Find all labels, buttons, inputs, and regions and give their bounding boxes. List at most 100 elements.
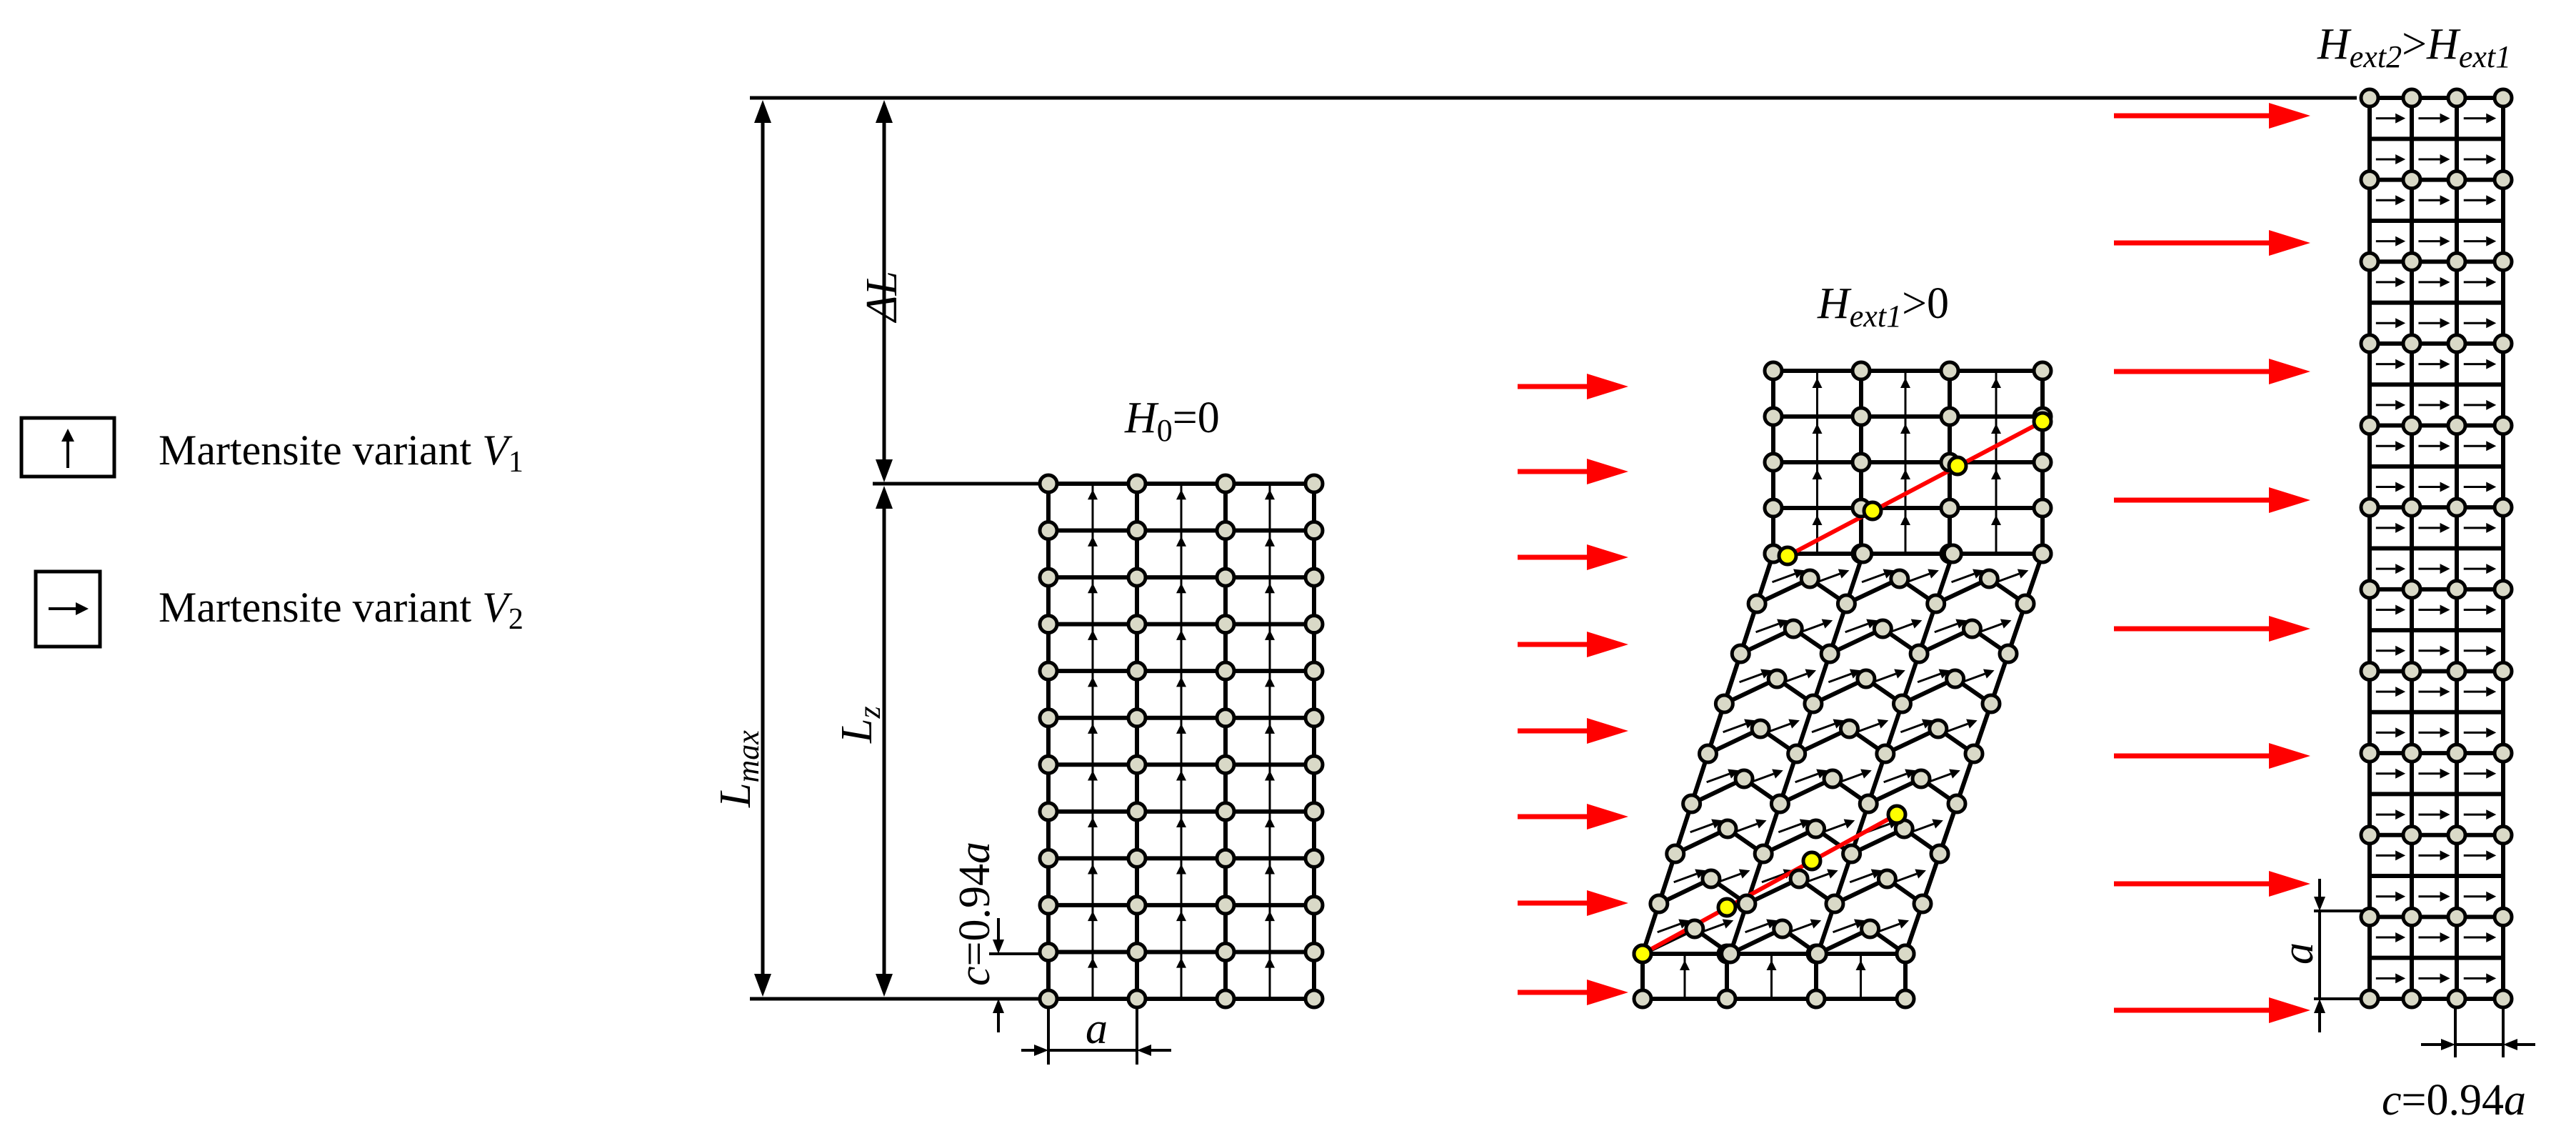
field-arrow-icon: [2114, 103, 2310, 129]
cell-arrow-icon: [1176, 864, 1186, 900]
lattice-node: [2492, 169, 2514, 191]
lattice-node: [2359, 742, 2380, 764]
cell-arrow-icon: [2463, 850, 2497, 861]
cell-arrow-icon: [1906, 569, 1939, 584]
twin-node: [1886, 804, 1908, 825]
cell-arrow-icon: [2418, 973, 2450, 984]
lattice-node: [1038, 660, 1059, 682]
lattice-node: [1939, 406, 1960, 427]
cell-arrow-icon: [2463, 482, 2497, 492]
cell-arrow-icon: [2463, 154, 2497, 164]
cell-arrow-icon: [1822, 819, 1855, 834]
lattice-node: [1038, 847, 1059, 869]
lattice-node: [2446, 579, 2467, 600]
cell-arrow-icon: [2463, 399, 2497, 410]
lattice-node: [1763, 406, 1784, 427]
cell-arrow-icon: [2463, 276, 2497, 287]
cell-arrow-icon: [2418, 604, 2450, 615]
lattice-node: [1716, 988, 1738, 1010]
twin-node: [1716, 897, 1738, 918]
cell-arrow-icon: [1845, 619, 1878, 634]
cell-arrow-icon: [2463, 645, 2497, 656]
dimension-a-left: a: [1021, 1005, 1171, 1065]
cell-arrow-icon: [1717, 869, 1750, 884]
cell-arrow-icon: [2463, 318, 2497, 329]
cell-arrow-icon: [2418, 276, 2450, 287]
lattice-node: [2446, 660, 2467, 682]
cell-arrow-icon: [2463, 809, 2497, 820]
cell-arrow-icon: [2375, 113, 2406, 124]
legend-label-v2: Martensite variant V2: [159, 584, 523, 636]
lattice-node: [1215, 988, 1236, 1010]
lattice-node: [1819, 643, 1840, 664]
lattice-node: [1753, 843, 1774, 865]
cell-arrow-icon: [2375, 932, 2406, 943]
cell-arrow-icon: [2375, 236, 2406, 246]
lattice-node: [1939, 497, 1960, 519]
cell-arrow-icon: [1832, 919, 1865, 934]
lattice-node: [1684, 918, 1705, 940]
cell-arrow-icon: [1917, 669, 1950, 684]
cell-arrow-icon: [1928, 769, 1960, 784]
lattice-node: [1908, 643, 1930, 664]
c-right-label: c=0.94a: [2382, 1076, 2526, 1125]
lattice-hext2: [2359, 87, 2514, 1010]
cell-arrow-icon: [2375, 768, 2406, 779]
cell-arrow-icon: [2375, 973, 2406, 984]
lattice-node: [2359, 497, 2380, 518]
cell-arrow-icon: [1265, 536, 1275, 572]
lattice-node: [1038, 895, 1059, 916]
cell-arrow-icon: [1265, 770, 1275, 806]
a-right-label: a: [2274, 942, 2322, 965]
lattice-node: [1928, 718, 1949, 739]
twin-boundary-upper: [1785, 419, 2045, 558]
cell-arrow-icon: [1900, 469, 1910, 501]
cell-arrow-icon: [1961, 669, 1995, 684]
lattice-node: [1929, 843, 1950, 865]
lattice-node: [1126, 660, 1148, 682]
cell-arrow-icon: [1812, 469, 1823, 501]
cell-arrow-icon: [1778, 819, 1811, 834]
lattice-node: [1942, 543, 1963, 564]
cell-arrow-icon: [1945, 719, 1978, 734]
cell-arrow-icon: [1739, 669, 1772, 684]
cell-arrow-icon: [2375, 645, 2406, 656]
cell-arrow-icon: [1991, 469, 2001, 501]
lattice-node: [1763, 360, 1784, 382]
lattice-node: [1648, 893, 1670, 915]
cell-arrow-icon: [2463, 441, 2497, 452]
cell-arrow-icon: [2463, 236, 2497, 246]
cell-arrow-icon: [1723, 719, 1755, 734]
lattice-node: [1998, 643, 2019, 664]
lattice-node: [1215, 801, 1236, 822]
cell-arrow-icon: [2375, 809, 2406, 820]
cell-arrow-icon: [1265, 723, 1275, 759]
lattice-node: [1945, 668, 1966, 689]
field-arrow-icon: [2114, 997, 2310, 1023]
lattice-node: [1824, 893, 1845, 915]
lattice-h0: [1038, 473, 1325, 1010]
lattice-node: [1303, 614, 1325, 635]
cell-arrow-icon: [1839, 769, 1872, 784]
cell-arrow-icon: [1805, 869, 1838, 884]
lattice-node: [2492, 660, 2514, 682]
lattice-node: [2446, 169, 2467, 191]
field-arrow-icon: [1518, 544, 1628, 570]
dimension-a-right: a: [2274, 879, 2364, 1032]
cell-arrow-icon: [2375, 318, 2406, 329]
cell-arrow-icon: [1680, 960, 1690, 992]
lattice-node: [1850, 452, 1872, 473]
field-arrow-icon: [2114, 359, 2310, 384]
lattice-node: [1807, 943, 1828, 965]
cell-arrow-icon: [2375, 276, 2406, 287]
field-arrow-icon: [1518, 718, 1628, 744]
cell-arrow-icon: [1788, 919, 1822, 934]
lattice-node: [1841, 843, 1863, 865]
lattice-node: [2401, 988, 2422, 1010]
lattice-node: [2446, 251, 2467, 272]
field-arrow-icon: [1518, 632, 1628, 657]
lattice-node: [2446, 742, 2467, 764]
lattice-node: [1303, 941, 1325, 962]
lattice-node: [1872, 618, 1893, 639]
cell-arrow-icon: [1855, 719, 1889, 734]
